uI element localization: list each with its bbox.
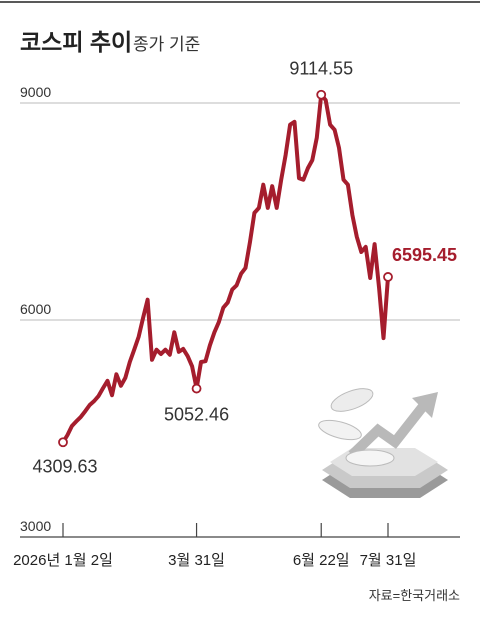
x-tick-label: 6월 22일 bbox=[293, 552, 350, 569]
chart-subtitle: 종가 기준 bbox=[133, 35, 200, 54]
x-tick-label: 2026년 1월 2일 bbox=[13, 552, 113, 569]
point-marker bbox=[316, 89, 327, 100]
point-marker bbox=[383, 272, 393, 282]
point-marker bbox=[191, 383, 202, 394]
y-tick-label: 6000 bbox=[20, 301, 51, 317]
x-tick-label: 3월 31일 bbox=[168, 552, 225, 569]
y-tick-label: 9000 bbox=[20, 84, 51, 100]
y-tick-label: 3000 bbox=[20, 518, 51, 534]
data-label: 9114.55 bbox=[289, 59, 353, 79]
point-marker bbox=[58, 437, 68, 448]
source: 자료=한국거래소 bbox=[369, 588, 460, 603]
data-label: 5052.46 bbox=[164, 405, 229, 425]
data-label: 4309.63 bbox=[32, 456, 97, 476]
data-label: 6595.45 bbox=[392, 245, 457, 265]
illustration bbox=[318, 388, 448, 498]
line bbox=[61, 92, 390, 444]
x-tick-label: 7월 31일 bbox=[360, 552, 417, 569]
chart-title: 코스피 추이 bbox=[20, 29, 132, 55]
